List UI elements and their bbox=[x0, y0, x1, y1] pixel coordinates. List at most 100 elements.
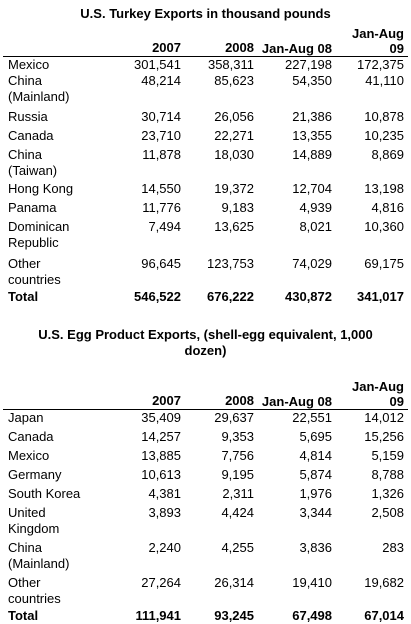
total-janaug08: 430,872 bbox=[258, 288, 336, 305]
value-janaug09: 69,175 bbox=[336, 251, 408, 288]
table-row: South Korea 4,381 2,311 1,976 1,326 bbox=[3, 483, 408, 502]
egg-body: Japan 35,409 29,637 22,551 14,012 Canada… bbox=[3, 410, 408, 624]
total-label: Total bbox=[3, 607, 110, 624]
value-2008: 26,314 bbox=[185, 572, 258, 607]
country-cell: Canada bbox=[3, 125, 110, 144]
value-janaug09: 172,375 bbox=[336, 57, 408, 74]
value-janaug08: 5,874 bbox=[258, 464, 336, 483]
egg-header-2007: 2007 bbox=[110, 377, 185, 410]
egg-header-country bbox=[3, 377, 110, 410]
egg-exports-table: 2007 2008 Jan-Aug 08 Jan-Aug 09 Japan 35… bbox=[3, 377, 408, 624]
value-2007: 3,893 bbox=[110, 502, 185, 537]
value-2008: 2,311 bbox=[185, 483, 258, 502]
egg-header-janaug08: Jan-Aug 08 bbox=[258, 377, 336, 410]
value-janaug08: 227,198 bbox=[258, 57, 336, 74]
value-janaug08: 3,836 bbox=[258, 537, 336, 572]
table-row: Other countries 96,645 123,753 74,029 69… bbox=[3, 251, 408, 288]
table-row: Japan 35,409 29,637 22,551 14,012 bbox=[3, 410, 408, 427]
value-2008: 7,756 bbox=[185, 445, 258, 464]
table-row: Mexico 13,885 7,756 4,814 5,159 bbox=[3, 445, 408, 464]
country-cell: South Korea bbox=[3, 483, 110, 502]
value-2007: 7,494 bbox=[110, 216, 185, 251]
country-cell: Other countries bbox=[3, 572, 110, 607]
value-janaug08: 5,695 bbox=[258, 426, 336, 445]
value-2008: 9,195 bbox=[185, 464, 258, 483]
table-row: Canada 23,710 22,271 13,355 10,235 bbox=[3, 125, 408, 144]
table-row: United Kingdom 3,893 4,424 3,344 2,508 bbox=[3, 502, 408, 537]
value-2007: 23,710 bbox=[110, 125, 185, 144]
value-2007: 27,264 bbox=[110, 572, 185, 607]
value-2008: 26,056 bbox=[185, 105, 258, 125]
table-row: Russia 30,714 26,056 21,386 10,878 bbox=[3, 105, 408, 125]
value-2008: 13,625 bbox=[185, 216, 258, 251]
value-janaug09: 13,198 bbox=[336, 179, 408, 197]
total-label: Total bbox=[3, 288, 110, 305]
total-row: Total 111,941 93,245 67,498 67,014 bbox=[3, 607, 408, 624]
table-row: China (Taiwan) 11,878 18,030 14,889 8,86… bbox=[3, 144, 408, 179]
country-cell: Dominican Republic bbox=[3, 216, 110, 251]
turkey-exports-table: 2007 2008 Jan-Aug 08 Jan-Aug 09 Mexico 3… bbox=[3, 24, 408, 305]
country-cell: China (Mainland) bbox=[3, 73, 110, 105]
egg-header-2008: 2008 bbox=[185, 377, 258, 410]
value-2007: 13,885 bbox=[110, 445, 185, 464]
value-2008: 85,623 bbox=[185, 73, 258, 105]
value-2007: 2,240 bbox=[110, 537, 185, 572]
value-2008: 358,311 bbox=[185, 57, 258, 74]
value-janaug09: 10,360 bbox=[336, 216, 408, 251]
value-janaug09: 8,869 bbox=[336, 144, 408, 179]
value-janaug09: 15,256 bbox=[336, 426, 408, 445]
value-janaug09: 5,159 bbox=[336, 445, 408, 464]
table-row: Hong Kong 14,550 19,372 12,704 13,198 bbox=[3, 179, 408, 197]
turkey-body: Mexico 301,541 358,311 227,198 172,375 C… bbox=[3, 57, 408, 306]
total-janaug08: 67,498 bbox=[258, 607, 336, 624]
turkey-header-country bbox=[3, 24, 110, 57]
value-2007: 30,714 bbox=[110, 105, 185, 125]
turkey-header-2007: 2007 bbox=[110, 24, 185, 57]
total-row: Total 546,522 676,222 430,872 341,017 bbox=[3, 288, 408, 305]
value-2007: 4,381 bbox=[110, 483, 185, 502]
turkey-header-row: 2007 2008 Jan-Aug 08 Jan-Aug 09 bbox=[3, 24, 408, 57]
value-janaug08: 74,029 bbox=[258, 251, 336, 288]
value-2007: 35,409 bbox=[110, 410, 185, 427]
country-cell: Canada bbox=[3, 426, 110, 445]
value-janaug09: 8,788 bbox=[336, 464, 408, 483]
country-cell: China (Mainland) bbox=[3, 537, 110, 572]
value-janaug08: 4,814 bbox=[258, 445, 336, 464]
table-row: Germany 10,613 9,195 5,874 8,788 bbox=[3, 464, 408, 483]
value-2008: 9,353 bbox=[185, 426, 258, 445]
value-2008: 18,030 bbox=[185, 144, 258, 179]
total-2008: 676,222 bbox=[185, 288, 258, 305]
value-janaug09: 4,816 bbox=[336, 197, 408, 216]
country-cell: Mexico bbox=[3, 445, 110, 464]
table-row: China (Mainland) 2,240 4,255 3,836 283 bbox=[3, 537, 408, 572]
total-2007: 111,941 bbox=[110, 607, 185, 624]
country-cell: Panama bbox=[3, 197, 110, 216]
total-janaug09: 341,017 bbox=[336, 288, 408, 305]
total-2007: 546,522 bbox=[110, 288, 185, 305]
country-cell: Hong Kong bbox=[3, 179, 110, 197]
value-janaug08: 22,551 bbox=[258, 410, 336, 427]
country-cell: Japan bbox=[3, 410, 110, 427]
country-cell: United Kingdom bbox=[3, 502, 110, 537]
value-2008: 9,183 bbox=[185, 197, 258, 216]
egg-header-row: 2007 2008 Jan-Aug 08 Jan-Aug 09 bbox=[3, 377, 408, 410]
turkey-table-title: U.S. Turkey Exports in thousand pounds bbox=[0, 6, 411, 22]
value-janaug08: 3,344 bbox=[258, 502, 336, 537]
value-janaug08: 54,350 bbox=[258, 73, 336, 105]
value-2008: 19,372 bbox=[185, 179, 258, 197]
value-janaug09: 2,508 bbox=[336, 502, 408, 537]
value-janaug08: 19,410 bbox=[258, 572, 336, 607]
turkey-header-2008: 2008 bbox=[185, 24, 258, 57]
value-2007: 10,613 bbox=[110, 464, 185, 483]
value-2007: 96,645 bbox=[110, 251, 185, 288]
turkey-header-janaug09: Jan-Aug 09 bbox=[336, 24, 408, 57]
value-janaug09: 283 bbox=[336, 537, 408, 572]
country-cell: Mexico bbox=[3, 57, 110, 74]
table-row: Other countries 27,264 26,314 19,410 19,… bbox=[3, 572, 408, 607]
country-cell: Other countries bbox=[3, 251, 110, 288]
country-cell: Russia bbox=[3, 105, 110, 125]
value-janaug08: 1,976 bbox=[258, 483, 336, 502]
total-2008: 93,245 bbox=[185, 607, 258, 624]
country-cell: China (Taiwan) bbox=[3, 144, 110, 179]
value-2008: 4,255 bbox=[185, 537, 258, 572]
